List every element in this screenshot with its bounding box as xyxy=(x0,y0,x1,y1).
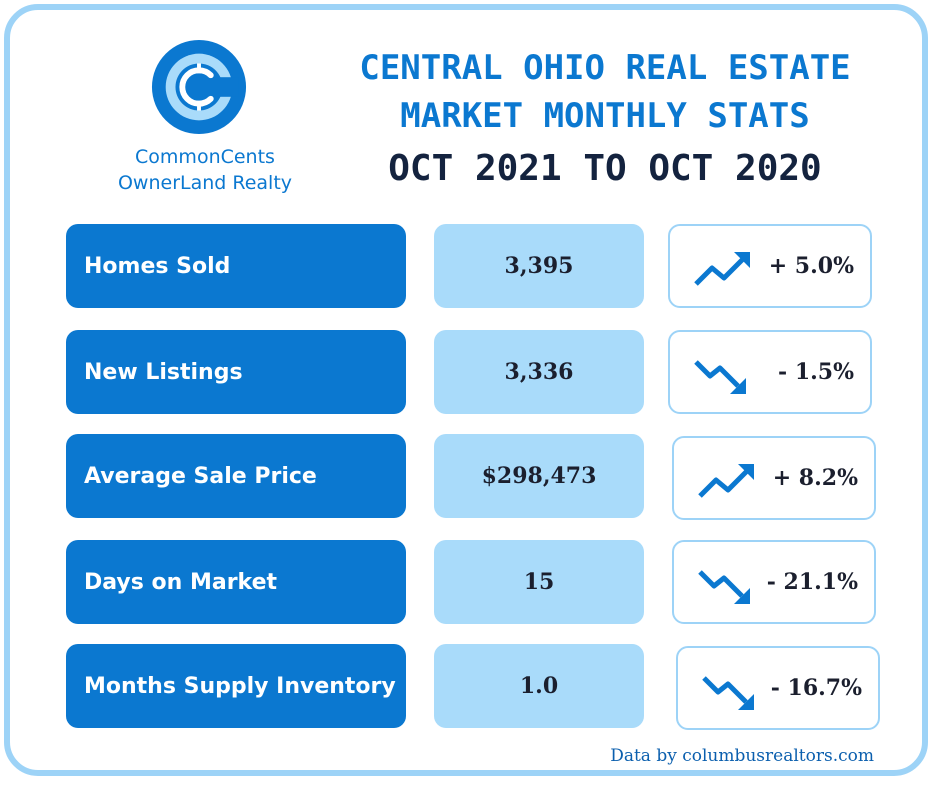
brand-name-line1: CommonCents xyxy=(135,146,275,168)
trend-up-icon xyxy=(698,464,754,498)
stat-value-months-supply-inventory: 1.0 xyxy=(434,644,644,728)
change-text: - 21.1% xyxy=(766,569,858,595)
stat-label-months-supply-inventory: Months Supply Inventory xyxy=(66,644,406,728)
brand-name-line2: OwnerLand Realty xyxy=(117,172,293,194)
stat-change-days-on-market: - 21.1% xyxy=(672,540,876,624)
change-text: - 1.5% xyxy=(778,359,854,385)
stat-value-homes-sold: 3,395 xyxy=(434,224,644,308)
stat-value-average-sale-price: $298,473 xyxy=(434,434,644,518)
stat-change-months-supply-inventory: - 16.7% xyxy=(676,646,880,730)
data-source-credit: Data by columbusrealtors.com xyxy=(610,746,874,766)
trend-down-icon xyxy=(702,676,754,710)
stat-change-new-listings: - 1.5% xyxy=(668,330,872,414)
stat-label-days-on-market: Days on Market xyxy=(66,540,406,624)
date-range: OCT 2021 TO OCT 2020 xyxy=(388,148,822,189)
trend-up-icon xyxy=(694,252,750,286)
trend-down-icon xyxy=(694,360,746,394)
change-text: + 8.2% xyxy=(772,465,858,491)
page-title-line2: MARKET MONTHLY STATS xyxy=(400,96,810,136)
stat-value-days-on-market: 15 xyxy=(434,540,644,624)
trend-down-icon xyxy=(698,570,750,604)
change-text: - 16.7% xyxy=(770,675,862,701)
commoncents-logo xyxy=(151,39,247,135)
stat-value-new-listings: 3,336 xyxy=(434,330,644,414)
change-text: + 5.0% xyxy=(768,253,854,279)
stat-label-average-sale-price: Average Sale Price xyxy=(66,434,406,518)
stat-change-average-sale-price: + 8.2% xyxy=(672,436,876,520)
page-title-line1: CENTRAL OHIO REAL ESTATE xyxy=(359,48,851,88)
stat-label-homes-sold: Homes Sold xyxy=(66,224,406,308)
stat-change-homes-sold: + 5.0% xyxy=(668,224,872,308)
stat-label-new-listings: New Listings xyxy=(66,330,406,414)
